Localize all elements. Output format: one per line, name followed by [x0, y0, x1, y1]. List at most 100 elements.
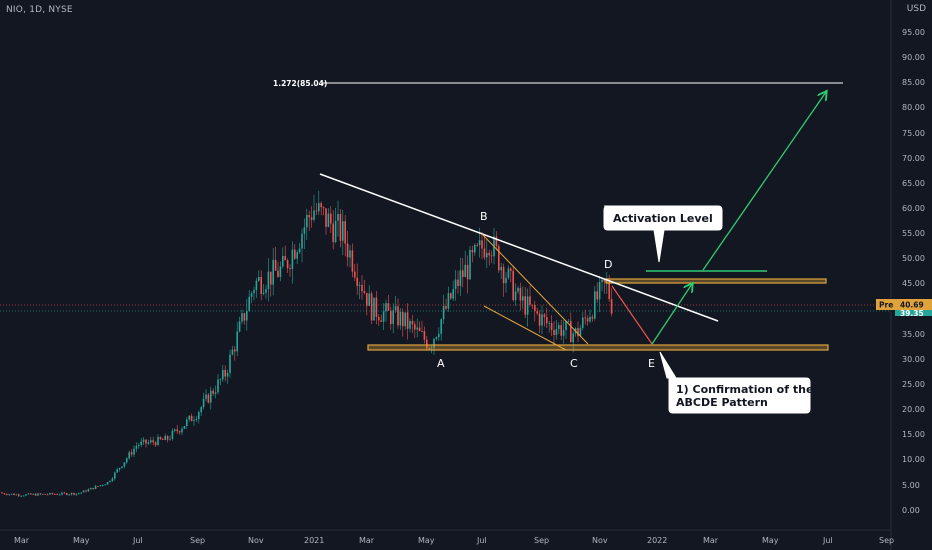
wave-label-c: C — [570, 357, 578, 370]
price-tick: 55.00 — [902, 229, 925, 238]
candle-body — [471, 249, 474, 253]
candle-body — [402, 311, 404, 327]
candle-body — [294, 249, 296, 259]
candle-body — [570, 320, 572, 343]
fib-extension-label: 1.272(85.04) — [273, 79, 327, 88]
time-tick: Jul — [132, 536, 143, 545]
breakout-arrow-2[interactable] — [702, 92, 826, 271]
time-tick: Sep — [879, 536, 894, 545]
price-tick: 20.00 — [902, 405, 925, 414]
support-zone-e[interactable] — [367, 344, 829, 351]
candle-body — [162, 439, 164, 440]
time-tick: Sep — [534, 536, 549, 545]
candle-body — [46, 494, 49, 496]
candle-body — [10, 493, 13, 495]
bc-channel-lower[interactable] — [483, 305, 567, 351]
candle-body — [30, 493, 32, 495]
candle-body — [442, 306, 445, 320]
candle-body — [356, 277, 358, 286]
time-axis[interactable]: Mar May Jul Sep Nov 2021 Mar May Jul Sep… — [14, 536, 894, 545]
candle-body — [258, 276, 260, 281]
activation-level-callout[interactable]: Activation Level — [603, 205, 723, 263]
support-zone-fill — [368, 345, 828, 350]
candle-body — [457, 279, 459, 286]
candle-body — [507, 268, 510, 278]
candle-body — [99, 485, 102, 487]
candle-body — [327, 213, 330, 227]
candle-body — [121, 466, 123, 468]
candle-body — [3, 493, 6, 495]
candle-body — [495, 236, 498, 246]
candle-body — [375, 297, 378, 317]
upper-trendline[interactable] — [319, 173, 719, 322]
candle-body — [135, 445, 138, 449]
confirmation-callout-line-1: 1) Confirmation of the — [676, 383, 813, 396]
candle-body — [6, 494, 8, 496]
candle-body — [387, 303, 390, 311]
confirmation-callout[interactable]: 1) Confirmation of the ABCDE Pattern — [659, 351, 813, 414]
candle-body — [128, 452, 130, 459]
candle-body — [315, 210, 318, 212]
candle-body — [178, 431, 181, 433]
candle-body — [435, 337, 438, 339]
candle-body — [116, 469, 118, 473]
wave-label-a: A — [437, 357, 445, 370]
candle-body — [500, 266, 502, 271]
candle-body — [224, 370, 226, 377]
price-tick: 50.00 — [902, 254, 925, 263]
candle-body — [157, 436, 159, 446]
candle-body — [109, 481, 111, 483]
candle-body — [138, 444, 140, 446]
candle-body — [606, 281, 608, 283]
pre-label: Pre — [879, 301, 893, 310]
breakout-arrow-1[interactable] — [651, 284, 692, 345]
candle-body — [334, 220, 337, 243]
last-value: 39.35 — [900, 309, 924, 318]
candle-body — [481, 240, 483, 249]
candle-body — [378, 316, 380, 321]
bc-channel-upper[interactable] — [481, 233, 589, 345]
candlestick-series — [1, 190, 613, 498]
candle-body — [310, 217, 313, 220]
candle-body — [214, 392, 217, 394]
candle-body — [462, 270, 464, 278]
symbol-label[interactable]: NIO, 1D, NYSE — [6, 5, 73, 15]
candle-body — [418, 327, 421, 331]
last-price-badge: 39.35 — [895, 309, 932, 318]
candle-body — [601, 279, 603, 283]
candle-body — [524, 296, 526, 315]
candle-body — [277, 270, 279, 277]
candle-body — [514, 291, 517, 301]
candle-body — [406, 312, 409, 329]
candle-body — [567, 320, 570, 322]
candle-body — [90, 487, 92, 490]
candle-body — [445, 306, 447, 309]
candle-body — [366, 292, 368, 306]
candle-body — [603, 279, 606, 282]
candle-body — [579, 327, 582, 337]
candle-body — [87, 489, 90, 492]
price-axis[interactable]: 95.00 90.00 85.00 80.00 75.00 70.00 65.0… — [902, 28, 925, 515]
candle-body — [555, 329, 558, 336]
time-tick: Sep — [190, 536, 205, 545]
candle-body — [522, 296, 524, 301]
candle-body — [289, 268, 291, 270]
candle-body — [171, 430, 174, 439]
candle-body — [517, 287, 519, 292]
price-tick: 60.00 — [902, 204, 925, 213]
candle-body — [39, 493, 42, 495]
resistance-zone-d[interactable] — [605, 278, 827, 284]
projected-leg-de[interactable] — [611, 285, 653, 345]
candle-body — [546, 316, 548, 324]
candle-body — [344, 221, 346, 244]
candle-body — [68, 494, 70, 496]
candle-body — [73, 492, 75, 495]
candle-body — [447, 293, 450, 309]
candle-body — [598, 282, 601, 300]
candle-body — [536, 311, 538, 314]
candle-body — [174, 429, 176, 431]
price-tick: 45.00 — [902, 279, 925, 288]
candle-body — [594, 291, 596, 319]
candle-body — [298, 248, 301, 253]
